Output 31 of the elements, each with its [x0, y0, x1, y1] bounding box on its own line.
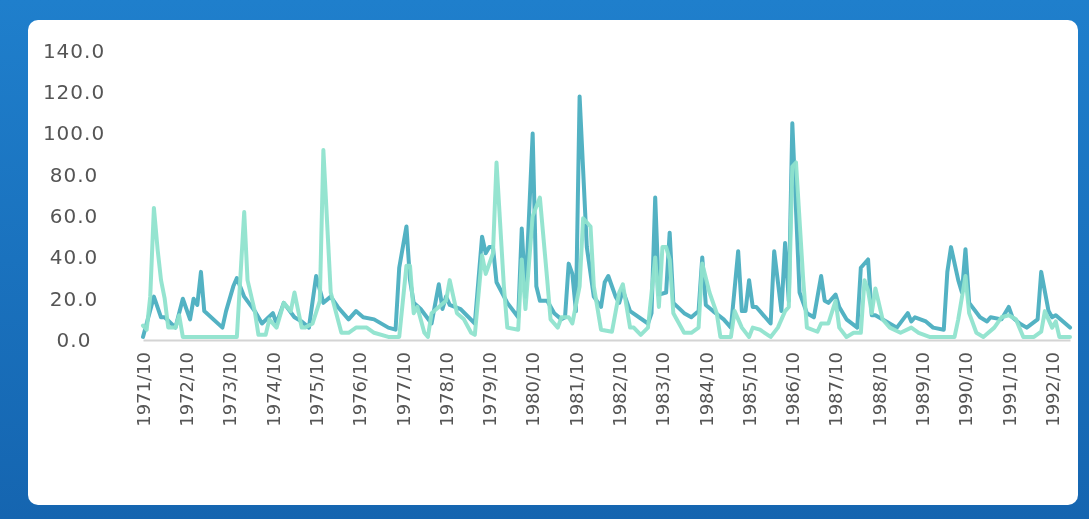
y-tick-label: 120.0: [42, 80, 106, 105]
y-tick-label: 80.0: [49, 162, 99, 187]
y-tick-label: 40.0: [49, 245, 99, 270]
x-tick-label: 1973/10: [219, 352, 241, 427]
line-series: [141, 148, 1072, 339]
x-tick-label: 1971/10: [132, 352, 154, 427]
x-tick-label: 1989/10: [912, 352, 934, 427]
x-tick-label: 1977/10: [392, 352, 414, 427]
y-tick-label: 100.0: [42, 121, 106, 146]
x-tick-label: 1976/10: [349, 352, 371, 427]
x-tick-label: 1981/10: [565, 352, 587, 427]
x-tick-label: 1985/10: [738, 352, 760, 427]
x-tick-label: 1984/10: [695, 352, 717, 427]
x-tick-label: 1980/10: [522, 352, 544, 427]
x-tick-label: 1983/10: [652, 352, 674, 427]
y-tick-label: 0.0: [56, 327, 92, 352]
x-tick-label: 1986/10: [782, 352, 804, 427]
x-tick-label: 1972/10: [176, 352, 198, 427]
x-tick-label: 1991/10: [998, 352, 1020, 427]
x-tick-label: 1982/10: [608, 352, 630, 427]
x-tick-label: 1978/10: [435, 352, 457, 427]
x-tick-label: 1990/10: [955, 352, 977, 427]
x-tick-label: 1988/10: [868, 352, 890, 427]
y-tick-label: 20.0: [49, 286, 99, 311]
x-tick-label: 1987/10: [825, 352, 847, 427]
y-tick-label: 60.0: [49, 204, 99, 229]
x-tick-label: 1979/10: [479, 352, 501, 427]
y-tick-label: 140.0: [42, 38, 106, 63]
x-tick-label: 1975/10: [305, 352, 327, 427]
x-tick-label: 1974/10: [262, 352, 284, 427]
x-tick-label: 1992/10: [1041, 352, 1063, 427]
